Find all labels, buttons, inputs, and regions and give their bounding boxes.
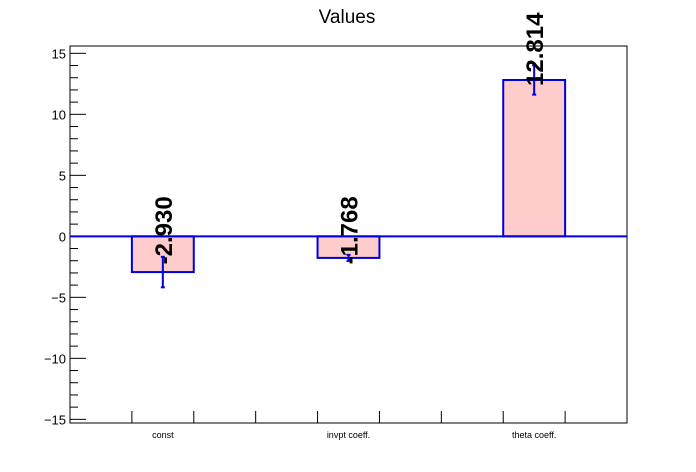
x-tick-label: const [152, 430, 174, 440]
y-tick-label: −15 [44, 412, 66, 427]
plot-frame [69, 45, 628, 424]
data-labels: -2.930 -1.768 12.814 [151, 12, 549, 264]
data-label: -1.768 [337, 196, 364, 264]
y-axis: −15 −10 −5 0 5 10 15 [44, 46, 86, 427]
x-tick-label: invpt coeff. [327, 430, 370, 440]
y-tick-label: 5 [59, 168, 66, 183]
y-tick-label: 15 [52, 46, 66, 61]
y-tick-label: −10 [44, 351, 66, 366]
y-tick-label: 10 [52, 107, 66, 122]
y-tick-label: 0 [59, 229, 66, 244]
x-axis: const invpt coeff. theta coeff. [131, 411, 566, 440]
bars [130, 64, 567, 289]
bar [502, 78, 567, 238]
data-label: -2.930 [151, 196, 178, 264]
chart-title: Values [319, 7, 376, 28]
y-tick-label: −5 [51, 290, 66, 305]
data-label: 12.814 [522, 12, 549, 86]
x-tick-label: theta coeff. [512, 430, 556, 440]
